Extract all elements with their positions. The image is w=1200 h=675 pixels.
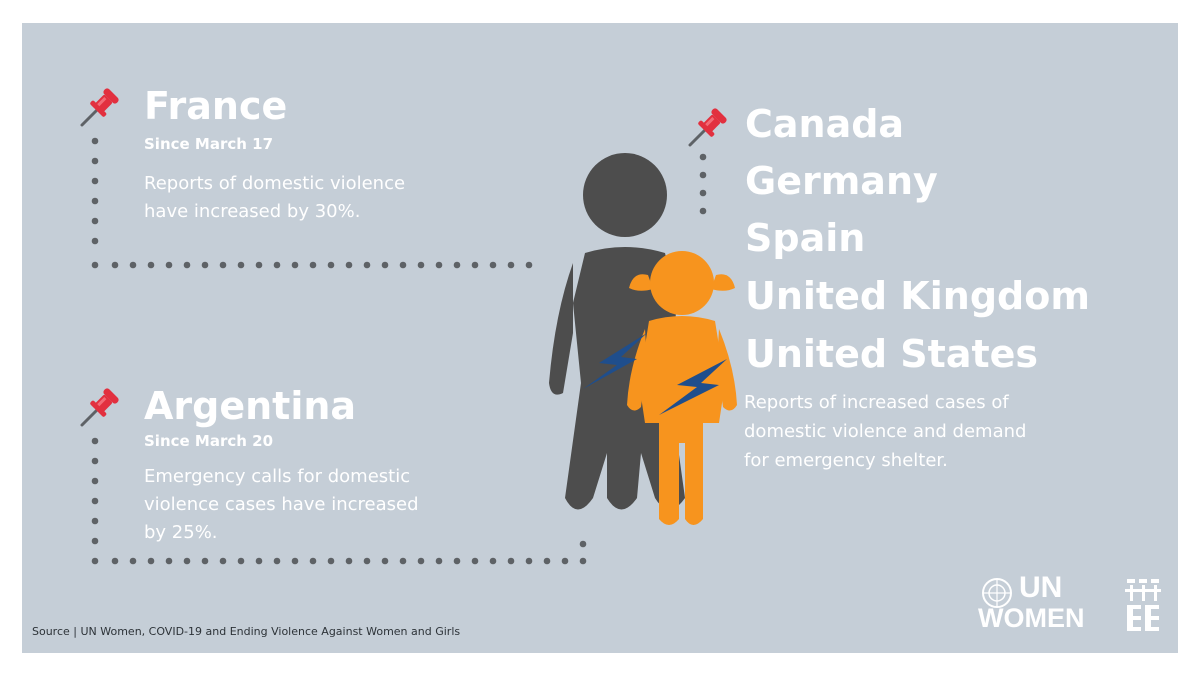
countries-text-line2: domestic violence and demand xyxy=(744,421,1027,442)
girl-pigtail xyxy=(711,274,735,291)
country-united-kingdom: United Kingdom xyxy=(745,274,1090,318)
un-emblem-icon xyxy=(982,578,1161,631)
dotted-connectors xyxy=(91,137,707,565)
woman-head xyxy=(583,153,667,237)
girl-body xyxy=(639,316,725,525)
country-germany: Germany xyxy=(745,159,938,203)
argentina-text-line2: violence cases have increased xyxy=(144,494,419,515)
girl-head xyxy=(650,251,714,315)
girl-arm xyxy=(717,329,737,411)
argentina-text-line3: by 25%. xyxy=(144,522,218,543)
country-united-states: United States xyxy=(745,332,1039,376)
lightning-icon xyxy=(659,359,727,415)
argentina-since: Since March 20 xyxy=(144,432,274,450)
woman-and-girl-illustration xyxy=(549,153,737,525)
france-text-line2: have increased by 30%. xyxy=(144,201,361,222)
woman-arm xyxy=(549,263,573,395)
logo-women-text: WOMEN xyxy=(978,603,1085,633)
woman-body xyxy=(565,247,685,510)
france-title: France xyxy=(144,84,288,128)
country-canada: Canada xyxy=(745,102,905,146)
argentina-text-line1: Emergency calls for domestic xyxy=(144,466,411,487)
source-note: Source | UN Women, COVID-19 and Ending V… xyxy=(32,625,461,638)
girl-pigtail xyxy=(629,274,653,291)
logo-un-text: UN xyxy=(1019,571,1063,604)
pushpin-icon xyxy=(80,388,119,427)
countries-text-line1: Reports of increased cases of xyxy=(744,392,1009,413)
france-since: Since March 17 xyxy=(144,135,274,153)
infographic-panel: France Since March 17 Reports of domesti… xyxy=(22,23,1178,653)
lightning-icon xyxy=(583,333,647,389)
country-spain: Spain xyxy=(745,216,866,260)
france-text-line1: Reports of domestic violence xyxy=(144,173,406,194)
argentina-title: Argentina xyxy=(144,384,357,428)
countries-text-line3: for emergency shelter. xyxy=(744,450,948,471)
pushpin-icon xyxy=(80,88,119,127)
un-women-logo: UN WOMEN xyxy=(975,571,1165,639)
pushpin-icon xyxy=(688,108,727,147)
girl-arm xyxy=(627,329,647,411)
